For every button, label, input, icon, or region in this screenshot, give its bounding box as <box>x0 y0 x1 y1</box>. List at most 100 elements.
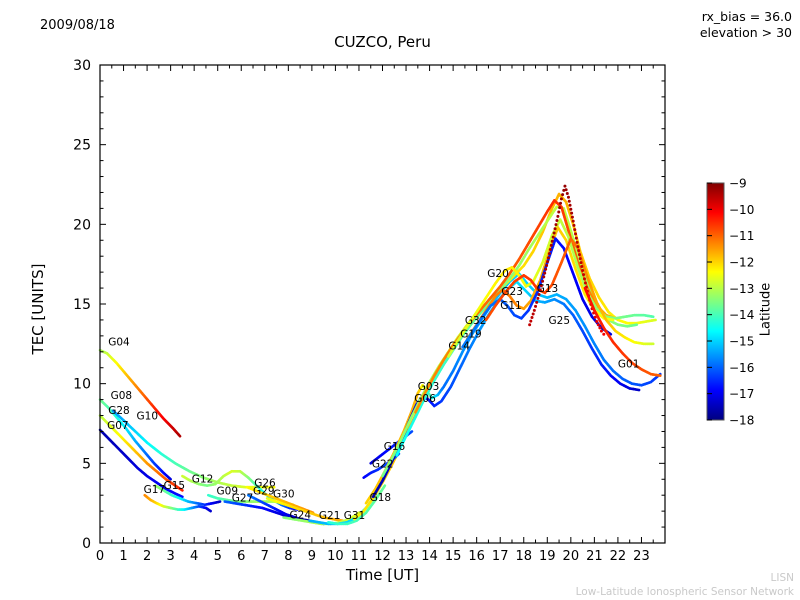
colorbar-tick-label: −14 <box>729 308 754 322</box>
date-stamp: 2009/08/18 <box>40 18 115 33</box>
satellite-label-G15: G15 <box>164 480 186 492</box>
data-point <box>546 260 550 264</box>
data-point <box>576 245 580 249</box>
data-point <box>554 223 558 227</box>
satellite-label-G01: G01 <box>618 359 640 371</box>
chart-title: CUZCO, Peru <box>334 33 431 51</box>
trace-G30 <box>265 497 344 522</box>
data-point <box>568 203 572 207</box>
x-tick-label: 1 <box>119 549 127 564</box>
parameter-annotations: rx_bias = 36.0 elevation > 30 <box>700 9 792 41</box>
trace-segment <box>179 487 184 492</box>
credit-block: LISN Low-Latitude Ionospheric Sensor Net… <box>576 572 794 599</box>
y-tick-label: 15 <box>73 297 91 313</box>
x-tick-label: 19 <box>539 549 556 564</box>
data-point <box>567 199 571 203</box>
colorbar-tick-label: −15 <box>729 335 754 349</box>
satellite-label-G16: G16 <box>384 441 406 453</box>
axes-frame: 0 1 2 3 4 5 6 7 8 9 10 11 12 13 14 15 16 17 18 19 20 21 22 2305… <box>73 58 666 564</box>
x-tick-label: 12 <box>374 549 391 564</box>
colorbar-tick-label: −10 <box>729 203 754 217</box>
trace-G13 <box>484 237 655 346</box>
data-point <box>581 269 585 273</box>
satellite-label-G14: G14 <box>448 340 470 352</box>
colorbar-tick-label: −12 <box>729 256 754 270</box>
data-point <box>538 288 542 292</box>
data-point <box>536 296 540 300</box>
data-point <box>574 232 578 236</box>
satellite-label-G28: G28 <box>108 405 130 417</box>
trace-G17 <box>143 493 212 513</box>
satellite-label-G12: G12 <box>192 474 214 486</box>
trace-segment <box>356 511 361 516</box>
satellite-label-G08: G08 <box>111 390 133 402</box>
satellite-label-G30: G30 <box>273 489 295 501</box>
data-point <box>544 267 548 271</box>
x-tick-label: 13 <box>398 549 415 564</box>
trace-segment <box>177 433 182 438</box>
data-point <box>549 243 553 247</box>
x-tick-label: 18 <box>515 549 532 564</box>
colorbar-tick-label: −18 <box>729 414 754 428</box>
x-tick-label: 4 <box>190 549 198 564</box>
x-tick-label: 10 <box>327 549 344 564</box>
data-point <box>539 284 543 288</box>
colorbar-tick-label: −11 <box>729 229 754 243</box>
x-tick-label: 7 <box>261 549 269 564</box>
rx-bias-note: rx_bias = 36.0 <box>701 9 792 24</box>
x-tick-label: 0 <box>96 549 104 564</box>
credit-acronym: LISN <box>770 572 794 584</box>
y-axis-title: TEC [UNITS] <box>29 263 47 355</box>
data-point <box>562 188 566 192</box>
satellite-label-G07: G07 <box>107 420 129 432</box>
x-tick-label: 5 <box>214 549 222 564</box>
data-point <box>561 193 565 197</box>
data-point <box>532 308 536 312</box>
x-tick-label: 16 <box>468 549 485 564</box>
data-point <box>599 329 603 333</box>
y-tick-label: 10 <box>73 377 91 393</box>
data-point <box>552 231 556 235</box>
data-point <box>543 271 547 275</box>
satellite-label-G21: G21 <box>319 510 341 522</box>
data-point <box>529 319 533 323</box>
data-point <box>569 207 573 211</box>
data-point <box>551 235 555 239</box>
data-point <box>553 227 557 231</box>
data-point <box>570 215 574 219</box>
y-tick-label: 5 <box>82 456 91 472</box>
x-tick-label: 15 <box>445 549 462 564</box>
x-tick-label: 8 <box>284 549 292 564</box>
trace-segment <box>382 484 387 489</box>
data-point <box>573 228 577 232</box>
trace-G14 <box>381 192 657 478</box>
trace-segment <box>607 331 613 336</box>
trace-G32 <box>414 199 617 414</box>
data-point <box>530 316 534 320</box>
x-tick-label: 21 <box>586 549 603 564</box>
trace-G08 <box>98 398 172 481</box>
data-point <box>596 323 600 327</box>
satellite-label-G31: G31 <box>344 510 366 522</box>
colorbar-tick-label: −17 <box>729 387 754 401</box>
satellite-label-G24: G24 <box>290 509 312 521</box>
x-tick-label: 9 <box>308 549 316 564</box>
data-point <box>580 265 584 269</box>
data-point <box>550 239 554 243</box>
data-point <box>548 248 552 252</box>
data-point <box>582 273 586 277</box>
data-point <box>575 240 579 244</box>
data-traces <box>98 184 662 526</box>
x-tick-label: 17 <box>492 549 509 564</box>
data-point <box>571 219 575 223</box>
x-axis-title: Time [UT] <box>345 566 420 584</box>
data-point <box>583 281 587 285</box>
data-point <box>557 210 561 214</box>
data-point <box>537 292 541 296</box>
data-point <box>602 332 606 336</box>
x-tick-label: 3 <box>166 549 174 564</box>
data-point <box>595 320 599 324</box>
data-point <box>555 219 559 223</box>
satellite-label-G23: G23 <box>501 286 523 298</box>
satellite-label-G13: G13 <box>537 283 559 295</box>
